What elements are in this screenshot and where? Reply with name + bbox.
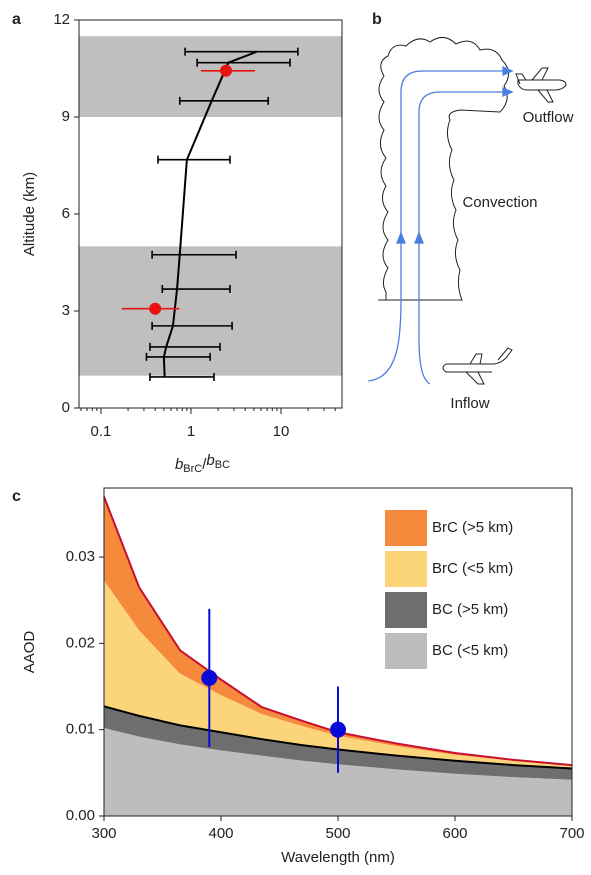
x-tick-label: 1	[187, 423, 195, 440]
error-bar	[157, 155, 231, 164]
convection-label: Convection	[462, 194, 537, 211]
area	[104, 580, 572, 769]
panel-label: a	[12, 11, 21, 28]
x-axis-label: Wavelength (nm)	[281, 849, 395, 866]
data-point	[201, 669, 218, 686]
profile-line	[162, 50, 258, 377]
x-axis-label-part: /	[202, 456, 207, 473]
airflow-path	[367, 70, 505, 382]
cloud	[378, 37, 509, 301]
y-tick-label: 0	[62, 399, 70, 416]
y-tick-label: 0.03	[66, 548, 95, 565]
y-tick-label: 6	[62, 205, 70, 222]
data-point	[149, 302, 162, 315]
x-tick-label: 300	[91, 825, 116, 842]
legend-swatch	[385, 551, 427, 587]
x-axis-label-part: b	[206, 452, 214, 469]
y-tick-label: 0.00	[66, 807, 95, 824]
y-tick-label: 0.01	[66, 721, 95, 738]
error-bar	[151, 250, 237, 259]
arrowhead	[396, 65, 514, 244]
y-tick-label: 12	[53, 11, 70, 28]
y-axis-label: Altitude (km)	[21, 172, 38, 256]
legend-label: BC (<5 km)	[432, 642, 508, 659]
panel-label: c	[12, 488, 21, 505]
x-tick-label: 700	[559, 825, 584, 842]
x-tick-label: 0.1	[91, 423, 112, 440]
error-bar	[161, 285, 231, 294]
outflow-label: Outflow	[523, 109, 574, 126]
airflow	[367, 65, 514, 385]
error-bar	[184, 47, 299, 56]
aircraft	[442, 347, 513, 385]
legend-label: BrC (>5 km)	[432, 519, 513, 536]
x-axis-label-part: b	[175, 456, 183, 473]
legend-swatch	[385, 510, 427, 546]
error-bar	[145, 352, 211, 361]
x-axis-label-part: BC	[215, 459, 230, 471]
legend-label: BrC (<5 km)	[432, 560, 513, 577]
x-tick-label: 400	[208, 825, 233, 842]
inflow-label: Inflow	[450, 395, 489, 412]
y-tick-label: 0.02	[66, 634, 95, 651]
data-point	[330, 721, 346, 738]
data-point	[220, 64, 233, 77]
y-tick-label: 9	[62, 108, 70, 125]
error-bar	[196, 58, 291, 67]
aircraft	[515, 67, 567, 103]
y-axis-label: AAOD	[21, 631, 38, 674]
diagram: b Outflow Convection Inflow	[367, 11, 574, 412]
x-tick-label: 600	[442, 825, 467, 842]
error-bar	[151, 321, 233, 330]
panel-label: b	[372, 11, 382, 28]
x-axis-label-part: BrC	[183, 463, 202, 475]
y-tick-label: 3	[62, 302, 70, 319]
error-bar	[149, 372, 215, 381]
error-bar	[178, 96, 269, 105]
x-axis-label: bBrC/bBC	[175, 452, 230, 475]
area-edge	[103, 705, 573, 770]
legend-swatch	[385, 633, 427, 669]
legend-swatch	[385, 592, 427, 628]
x-tick-label: 500	[325, 825, 350, 842]
airflow-path	[418, 91, 505, 385]
error-bar	[149, 342, 221, 351]
legend-label: BC (>5 km)	[432, 601, 508, 618]
area-edge	[103, 496, 573, 767]
x-tick-label: 10	[273, 423, 290, 440]
